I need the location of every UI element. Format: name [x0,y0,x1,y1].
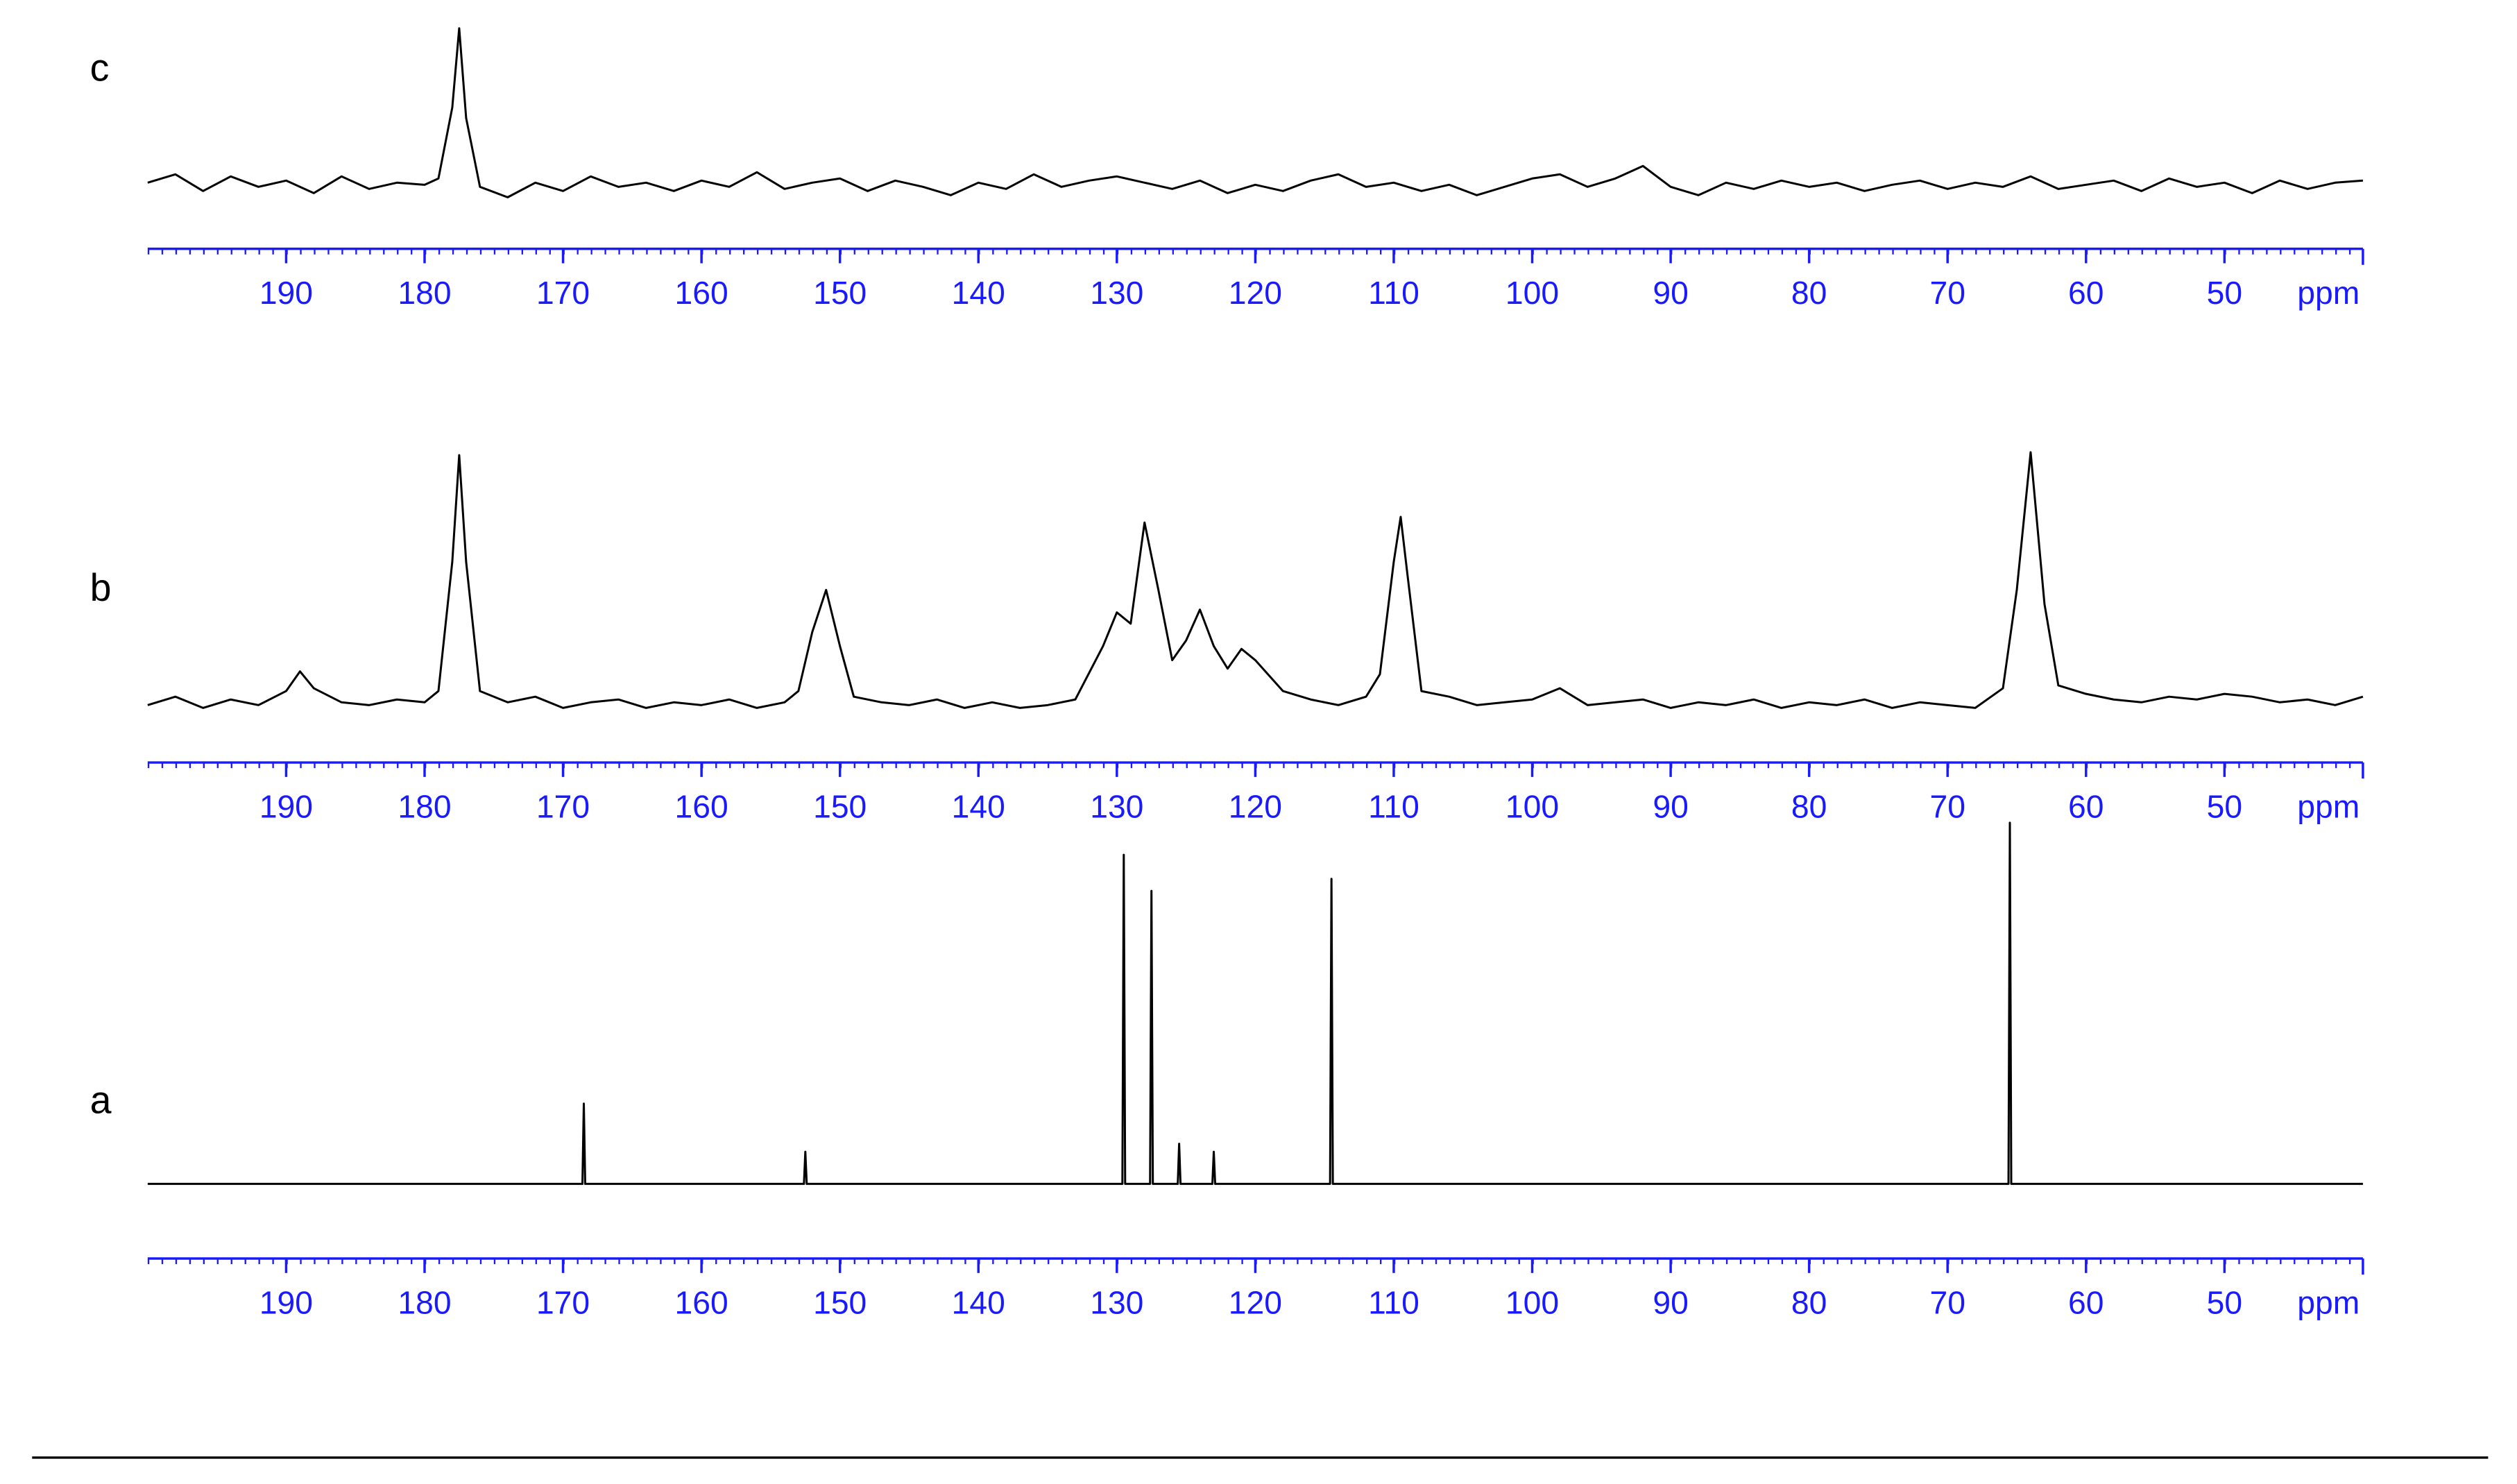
x-tick-label: 100 [1505,275,1559,311]
x-tick-label: 140 [952,788,1005,824]
x-tick-label: 110 [1368,1284,1419,1320]
x-tick-label: 170 [536,788,590,824]
x-tick-label: 150 [813,275,867,311]
x-tick-label: 190 [259,1284,313,1320]
x-tick-label: 80 [1791,788,1827,824]
x-tick-label: 150 [813,1284,867,1320]
spectrum-line [147,821,2363,1185]
x-tick-label: 130 [1090,1284,1143,1320]
x-tick-label: 90 [1653,275,1688,311]
spectrum-line [147,27,2364,198]
panel-label: c [90,46,110,89]
x-tick-label: 90 [1653,1284,1688,1320]
figure: c 190 180 170 160 150 140 130 120 110 100 90 80 70 60 5… [32,27,2489,1459]
x-tick-label: 150 [813,788,867,824]
x-tick-label: 60 [2068,1284,2104,1320]
spectrum-line [147,451,2364,709]
x-tick-label: 130 [1090,275,1143,311]
x-tick-label: 60 [2068,788,2104,824]
x-tick-label: 190 [259,788,313,824]
x-tick-label: 90 [1653,788,1688,824]
x-tick-label: 100 [1505,1284,1559,1320]
x-tick-label: 190 [259,275,313,311]
x-tick-label: 60 [2068,275,2104,311]
x-tick-label: 160 [675,275,728,311]
x-tick-label: 110 [1368,275,1419,311]
x-tick-label: 50 [2207,275,2242,311]
x-tick-label: 70 [1929,275,1965,311]
panel-label: b [90,566,112,609]
x-tick-label: 180 [398,1284,451,1320]
x-axis-label: ppm [2297,1284,2360,1320]
x-tick-label: 120 [1229,1284,1282,1320]
x-tick-label: 120 [1229,275,1282,311]
x-tick-label: 160 [675,1284,728,1320]
x-tick-label: 180 [398,275,451,311]
x-tick-label: 70 [1929,788,1965,824]
x-tick-label: 80 [1791,275,1827,311]
x-tick-label: 170 [536,1284,590,1320]
x-tick-label: 120 [1229,788,1282,824]
x-tick-label: 100 [1505,788,1559,824]
x-tick-label: 140 [952,275,1005,311]
x-tick-label: 50 [2207,788,2242,824]
x-tick-label: 70 [1929,1284,1965,1320]
x-axis-label: ppm [2297,275,2360,311]
x-tick-label: 130 [1090,788,1143,824]
x-axis-label: ppm [2297,788,2360,824]
x-tick-label: 160 [675,788,728,824]
x-tick-label: 180 [398,788,451,824]
panel-label: a [90,1078,112,1121]
x-tick-label: 140 [952,1284,1005,1320]
x-tick-label: 50 [2207,1284,2242,1320]
x-tick-label: 80 [1791,1284,1827,1320]
x-tick-label: 170 [536,275,590,311]
x-tick-label: 110 [1368,788,1419,824]
